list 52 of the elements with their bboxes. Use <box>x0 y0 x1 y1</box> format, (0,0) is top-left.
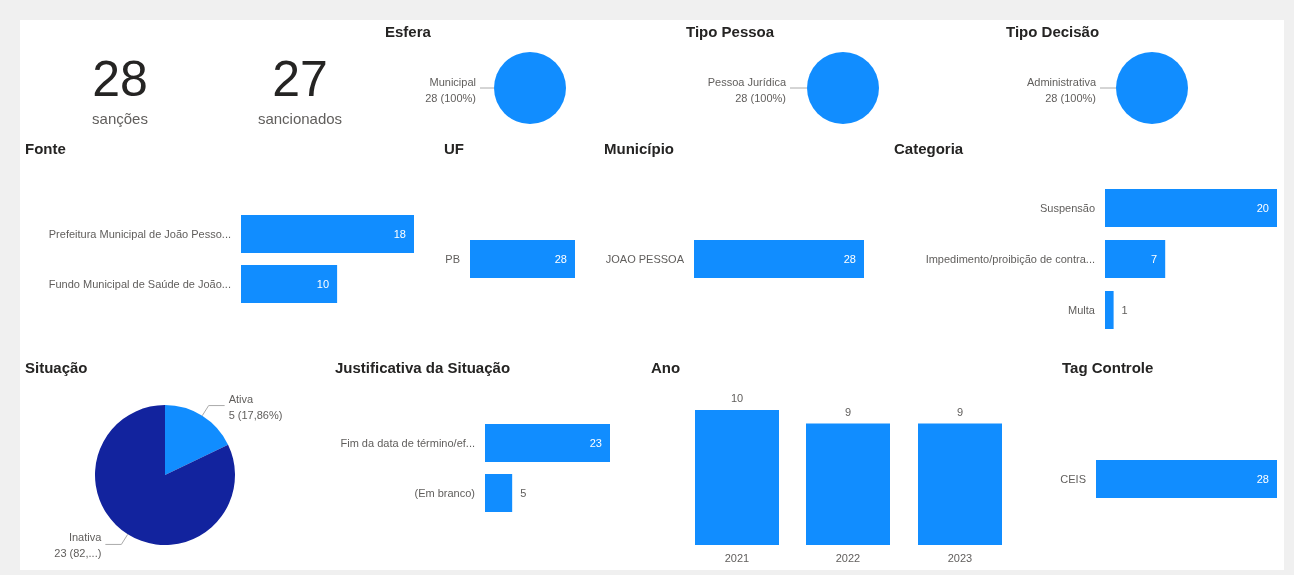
y-tick-label: Suspensão <box>1039 202 1095 214</box>
data-label: 7 <box>1151 253 1158 265</box>
chart-title: Tipo Decisão <box>1006 23 1100 40</box>
slice-label: Pessoa Jurídica <box>707 76 787 88</box>
data-label: 9 <box>956 405 964 418</box>
y-tick-label: JOAO PESSOA <box>605 253 685 265</box>
y-tick-label: (Em branco) <box>414 487 475 499</box>
y-tick-label: Fim da data de término/ef... <box>340 437 475 449</box>
data-label: 28 <box>1256 473 1269 485</box>
y-tick-label: Multa <box>1068 304 1096 316</box>
data-label: 18 <box>393 228 406 240</box>
data-label: 20 <box>1256 202 1269 214</box>
text: 27 <box>272 51 328 107</box>
slice-label: Municipal <box>429 76 476 88</box>
pie-slice <box>165 405 229 475</box>
data-label: 23 <box>589 437 602 449</box>
text: Fonte <box>25 140 66 157</box>
data-label: 28 (100%) <box>425 92 476 104</box>
chart-title: Tipo Pessoa <box>686 23 775 40</box>
text: 28 <box>92 51 148 107</box>
x-tick-label: 2021 <box>724 552 750 564</box>
chart-title: Justificativa da Situação <box>335 359 511 376</box>
chart-title: Município <box>604 140 674 157</box>
data-label: 23 (82,...) <box>54 547 102 560</box>
y-tick-label: Prefeitura Municipal de João Pesso... <box>48 228 231 240</box>
data-label: 28 <box>843 253 856 265</box>
data-label: 10 <box>730 392 744 404</box>
data-label: 5 (17,86%) <box>228 408 283 421</box>
data-label: 1 <box>1121 304 1128 316</box>
y-tick-label: Fundo Municipal de Saúde de João... <box>48 278 231 290</box>
text: sanções <box>92 110 148 127</box>
text: sancionados <box>257 110 343 127</box>
chart-title: Tag Controle <box>1062 359 1154 376</box>
data-label: 28 (100%) <box>1045 92 1096 104</box>
x-tick-label: 2023 <box>947 552 973 564</box>
chart-title: Esfera <box>385 23 432 40</box>
data-label: 28 (100%) <box>735 92 786 104</box>
text: Categoria <box>894 140 964 157</box>
slice-label: Inativa <box>68 531 103 544</box>
data-label: 9 <box>844 405 852 418</box>
y-tick-label: PB <box>445 253 460 265</box>
data-label: 10 <box>316 278 330 290</box>
data-label: 28 <box>554 253 567 265</box>
y-tick-label: CEIS <box>1060 473 1086 485</box>
y-tick-label: Impedimento/proibição de contra... <box>925 253 1095 265</box>
x-tick-label: 2022 <box>835 552 861 564</box>
data-label: 5 <box>520 487 527 499</box>
slice-label: Ativa <box>228 392 254 405</box>
chart-title: UF <box>444 140 464 157</box>
chart-title: Situação <box>25 359 88 376</box>
slice-label: Administrativa <box>1026 76 1097 88</box>
chart-title: Ano <box>651 359 681 376</box>
